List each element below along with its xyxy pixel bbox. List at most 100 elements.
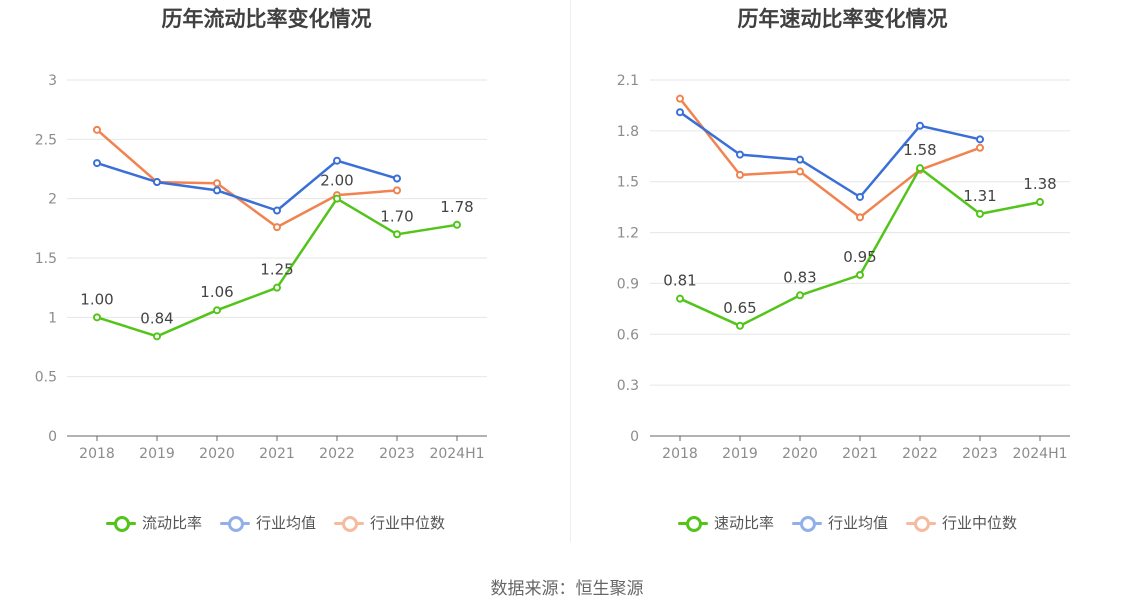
legend-label: 行业中位数 [942, 514, 1018, 532]
data-point [93, 125, 101, 134]
legend: 流动比率 行业均值 行业中位数 [0, 512, 559, 533]
data-point [393, 174, 401, 183]
legend-item-quick-ratio[interactable]: 速动比率 [677, 512, 774, 533]
legend: 速动比率 行业均值 行业中位数 [564, 512, 1131, 533]
y-tick-label: 0.9 [617, 276, 639, 292]
x-tick-label: 2018 [662, 446, 698, 462]
y-tick-label: 0.6 [617, 327, 639, 343]
x-tick-label: 2019 [139, 446, 175, 462]
x-tick-label: 2024H1 [429, 446, 484, 462]
y-tick-label: 1.8 [617, 124, 639, 140]
data-point [153, 332, 161, 341]
data-label: 0.81 [663, 272, 696, 290]
legend-label: 速动比率 [713, 514, 774, 532]
y-tick-label: 0.5 [35, 370, 57, 386]
data-label: 0.84 [140, 309, 173, 327]
data-label: 1.58 [903, 141, 936, 159]
data-point [856, 192, 864, 201]
data-label: 1.06 [200, 283, 233, 301]
x-tick-label: 2023 [379, 446, 415, 462]
data-point [676, 108, 684, 117]
quick-ratio-panel: 历年速动比率变化情况 0 0.3 0.6 0.9 1.2 1.5 1.8 2.1 2018 201… [567, 0, 1134, 560]
data-point [856, 270, 864, 279]
data-label: 1.70 [380, 207, 413, 225]
data-point [976, 209, 984, 218]
y-tick-label: 1.5 [617, 175, 639, 191]
data-label: 1.00 [80, 290, 113, 308]
data-point [453, 220, 461, 229]
legend-marker-icon [219, 515, 250, 532]
y-tick-label: 0 [630, 429, 639, 445]
data-point [976, 143, 984, 152]
data-point [736, 150, 744, 159]
legend-item-current-ratio[interactable]: 流动比率 [105, 512, 202, 533]
y-tick-label: 1.2 [617, 226, 639, 242]
series-line-2 [96, 128, 398, 229]
current-ratio-plot: 0 0.5 1 1.5 2 2.5 3 2018 2019 2020 2021 2022 2023 202… [35, 73, 487, 462]
data-label: 1.31 [963, 187, 996, 205]
y-tick-label: 0.3 [617, 378, 639, 394]
x-tick-label: 2019 [722, 446, 758, 462]
data-point [1036, 198, 1044, 207]
legend-marker-icon [334, 515, 364, 532]
data-point [916, 121, 924, 130]
data-point [856, 213, 864, 222]
y-tick-label: 2.1 [617, 73, 639, 89]
data-point [93, 313, 101, 322]
data-label: 0.65 [723, 299, 756, 317]
x-tick-label: 2021 [259, 446, 295, 462]
data-point [93, 159, 101, 168]
data-point [273, 283, 281, 292]
data-point [796, 155, 804, 164]
y-tick-label: 3 [48, 73, 57, 89]
legend-label: 行业中位数 [370, 514, 446, 532]
data-label: 1.38 [1023, 175, 1056, 193]
x-tick-label: 2024H1 [1012, 446, 1067, 462]
legend-label: 行业均值 [255, 514, 316, 532]
current-ratio-panel: 历年流动比率变化情况 0 0.5 1 1.5 2 2.5 3 2018 2019 2020 2021… [0, 0, 567, 560]
x-tick-label: 2022 [319, 446, 355, 462]
data-point [273, 223, 281, 232]
legend-item-industry-mean[interactable]: 行业均值 [219, 512, 316, 533]
panel-divider [570, 0, 571, 542]
series-line-1 [679, 111, 981, 199]
x-tick-label: 2023 [962, 446, 998, 462]
y-tick-label: 1.5 [35, 251, 57, 267]
x-tick-label: 2022 [902, 446, 938, 462]
data-label: 1.25 [260, 261, 293, 279]
legend-marker-icon [105, 515, 136, 532]
x-tick-label: 2021 [842, 446, 878, 462]
series-line-1 [96, 159, 398, 212]
legend-label: 行业均值 [827, 514, 888, 532]
legend-marker-icon [791, 515, 822, 532]
data-point [736, 321, 744, 330]
data-source-note: 数据来源：恒生聚源 [490, 579, 644, 599]
data-point [213, 306, 221, 315]
data-point [393, 186, 401, 195]
legend-item-industry-median[interactable]: 行业中位数 [334, 512, 445, 533]
x-tick-label: 2018 [79, 446, 115, 462]
data-point [213, 179, 221, 188]
legend-label: 流动比率 [141, 514, 202, 532]
data-label: 0.95 [843, 248, 876, 266]
legend-marker-icon [677, 515, 708, 532]
data-point [676, 294, 684, 303]
x-tick-label: 2020 [782, 446, 818, 462]
data-label: 2.00 [320, 172, 353, 190]
data-point [333, 156, 341, 165]
chart-title: 历年速动比率变化情况 [737, 7, 948, 31]
series-line-2 [679, 97, 981, 219]
data-point [676, 94, 684, 103]
data-label: 1.78 [440, 198, 473, 216]
data-point [916, 164, 924, 173]
legend-item-industry-mean[interactable]: 行业均值 [791, 512, 888, 533]
data-point [796, 167, 804, 176]
legend-item-industry-median[interactable]: 行业中位数 [906, 512, 1017, 533]
legend-marker-icon [906, 515, 936, 532]
data-point [213, 186, 221, 195]
data-point [796, 291, 804, 300]
data-label: 0.83 [783, 268, 816, 286]
x-tick-label: 2020 [199, 446, 235, 462]
y-tick-label: 0 [48, 429, 57, 445]
